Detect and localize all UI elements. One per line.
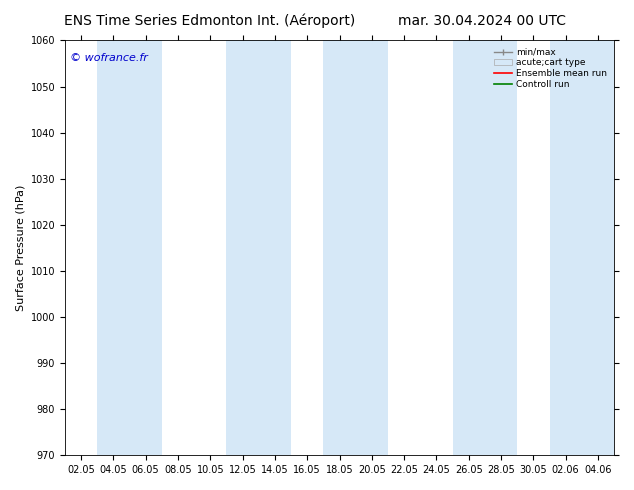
Bar [97, 41, 162, 455]
Y-axis label: Surface Pressure (hPa): Surface Pressure (hPa) [15, 185, 25, 311]
Text: ENS Time Series Edmonton Int. (Aéroport): ENS Time Series Edmonton Int. (Aéroport) [63, 14, 355, 28]
Legend: min/max, acute;cart type, Ensemble mean run, Controll run: min/max, acute;cart type, Ensemble mean … [491, 45, 610, 92]
Bar [323, 41, 388, 455]
Bar [226, 41, 291, 455]
Bar [550, 41, 614, 455]
Text: mar. 30.04.2024 00 UTC: mar. 30.04.2024 00 UTC [398, 14, 566, 28]
Text: © wofrance.fr: © wofrance.fr [70, 53, 148, 63]
Bar [453, 41, 517, 455]
